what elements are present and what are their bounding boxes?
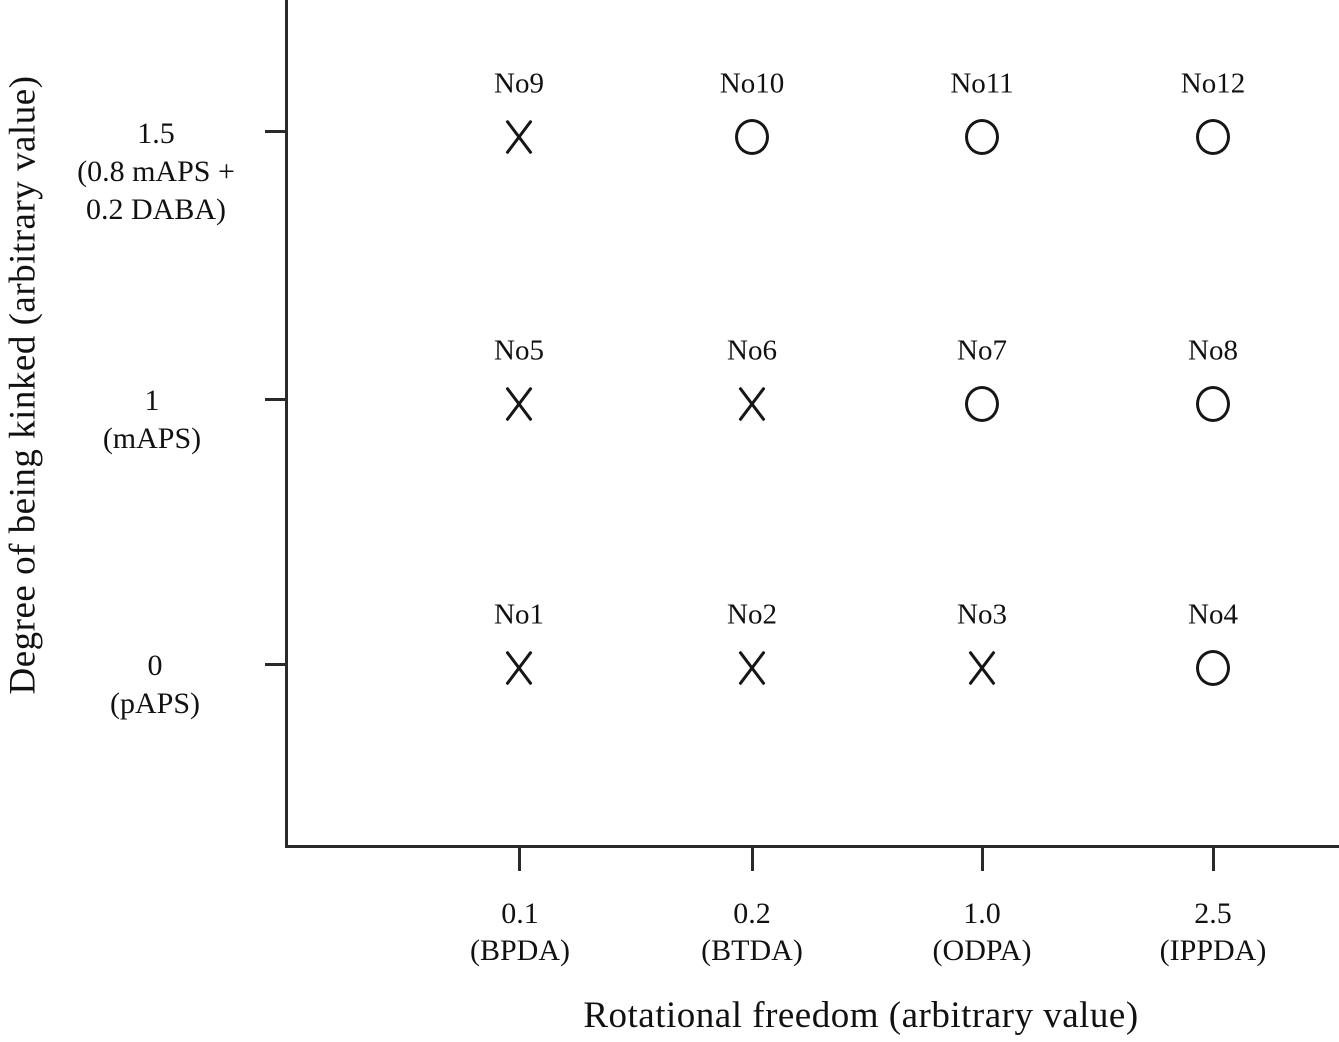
x-tick-label-line: (BTDA): [701, 934, 803, 967]
x-axis-line: [285, 845, 1339, 848]
x-tick-0.2: [751, 848, 754, 871]
y-tick-0: [265, 663, 286, 666]
point-label: No5: [494, 334, 544, 367]
y-tick-label-1: 1 (mAPS): [42, 382, 262, 458]
x-tick-label-0.1: 0.1 (BPDA): [430, 895, 610, 969]
x-tick-label-line: 0.1: [501, 897, 539, 930]
x-tick-label-line: 1.0: [963, 897, 1001, 930]
point-label: No11: [950, 67, 1014, 100]
point-label: No2: [727, 598, 777, 631]
y-tick-1.5: [265, 130, 286, 133]
y-tick-label-line: (mAPS): [102, 422, 202, 455]
y-tick-label-line: 1.5: [137, 117, 175, 150]
y-tick-label-line: (pAPS): [109, 687, 200, 720]
x-tick-label-2.5: 2.5 (IPPDA): [1123, 895, 1303, 969]
y-tick-label-line: 0: [147, 649, 163, 682]
x-tick-1.0: [981, 848, 984, 871]
point-label: No12: [1180, 67, 1246, 100]
circle-marker-icon: [1196, 119, 1230, 155]
point-label: No8: [1188, 334, 1238, 367]
x-tick-label-1.0: 1.0 (ODPA): [892, 895, 1072, 969]
point-label: No7: [957, 334, 1007, 367]
circle-marker-icon: [735, 119, 769, 155]
y-axis-title: Degree of being kinked (arbitrary value): [2, 75, 44, 695]
y-tick-label-1.5: 1.5 (0.8 mAPS + 0.2 DABA): [46, 115, 266, 229]
point-label: No4: [1188, 598, 1238, 631]
circle-marker-icon: [1196, 650, 1230, 686]
x-tick-label-line: 0.2: [733, 897, 771, 930]
x-tick-0.1: [518, 848, 521, 871]
point-label: No6: [727, 334, 777, 367]
x-tick-label-line: (ODPA): [932, 934, 1032, 967]
y-tick-label-line: 0.2 DABA): [86, 193, 226, 226]
point-label: No1: [494, 598, 544, 631]
x-tick-label-line: 2.5: [1194, 897, 1232, 930]
point-label: No10: [719, 67, 785, 100]
x-tick-label-line: (BPDA): [469, 934, 570, 967]
x-axis-title: Rotational freedom (arbitrary value): [583, 995, 1139, 1036]
circle-marker-icon: [965, 119, 999, 155]
y-tick-label-line: 1: [144, 384, 160, 417]
circle-marker-icon: [1196, 386, 1230, 422]
x-tick-label-0.2: 0.2 (BTDA): [662, 895, 842, 969]
x-tick-label-line: (IPPDA): [1159, 934, 1267, 967]
y-tick-label-line: (0.8 mAPS +: [77, 155, 235, 188]
point-label: No9: [494, 67, 544, 100]
x-tick-2.5: [1212, 848, 1215, 871]
y-tick-1: [265, 398, 286, 401]
y-tick-label-0: 0 (pAPS): [45, 647, 265, 723]
circle-marker-icon: [965, 386, 999, 422]
y-axis-line: [285, 0, 288, 848]
point-label: No3: [957, 598, 1007, 631]
